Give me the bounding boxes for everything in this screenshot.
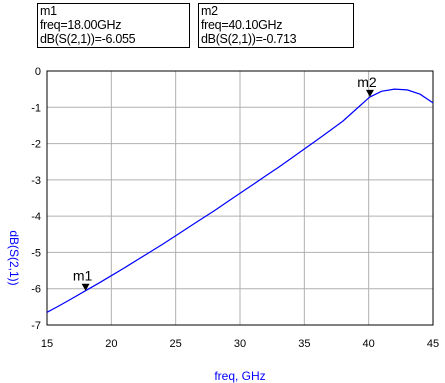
marker-value-m2: dB(S(2,1))=-0.713 bbox=[201, 32, 297, 46]
marker-label-m2: m2 bbox=[357, 74, 377, 90]
y-tick-label: -6 bbox=[31, 284, 41, 296]
marker-triangle-m2 bbox=[365, 89, 374, 97]
x-tick-label: 45 bbox=[427, 338, 439, 350]
plot-frame bbox=[46, 70, 434, 326]
x-tick-label: 25 bbox=[170, 338, 182, 350]
y-tick-label: -2 bbox=[31, 139, 41, 151]
marker-readout-m2: m2 freq=40.10GHz dB(S(2,1))=-0.713 bbox=[198, 3, 354, 48]
series-line bbox=[46, 88, 434, 313]
y-tick-label: -5 bbox=[31, 247, 41, 259]
marker-layer: m1 m2 bbox=[73, 74, 377, 291]
series-layer bbox=[46, 88, 434, 313]
y-tick-label: -1 bbox=[31, 102, 41, 114]
marker-readout-m1: m1 freq=18.00GHz dB(S(2,1))=-6.055 bbox=[37, 3, 190, 48]
y-tick-label: -7 bbox=[31, 320, 41, 332]
marker-freq-m2: freq=40.10GHz bbox=[201, 18, 283, 32]
marker-freq-m1: freq=18.00GHz bbox=[40, 18, 122, 32]
marker-name-m1: m1 bbox=[40, 4, 57, 18]
marker-name-m2: m2 bbox=[201, 4, 218, 18]
y-axis-label: dB(S(2,1)) bbox=[7, 230, 21, 285]
grid-layer bbox=[46, 70, 434, 326]
y-tick-label: -4 bbox=[31, 211, 41, 223]
x-tick-label: 40 bbox=[363, 338, 375, 350]
x-tick-label: 35 bbox=[298, 338, 310, 350]
x-axis-label: freq, GHz bbox=[214, 369, 265, 383]
marker-value-m1: dB(S(2,1))=-6.055 bbox=[40, 32, 136, 46]
y-tick-label: -3 bbox=[31, 175, 41, 187]
x-tick-label: 30 bbox=[234, 338, 246, 350]
marker-label-m1: m1 bbox=[73, 268, 93, 284]
tick-layer: 15 20 25 30 35 40 45 0 -1 -2 -3 -4 -5 -6 -7 bbox=[31, 66, 439, 350]
x-tick-label: 15 bbox=[41, 338, 53, 350]
marker-triangle-m1 bbox=[81, 283, 90, 291]
y-tick-label: 0 bbox=[35, 66, 41, 78]
x-tick-label: 20 bbox=[105, 338, 117, 350]
